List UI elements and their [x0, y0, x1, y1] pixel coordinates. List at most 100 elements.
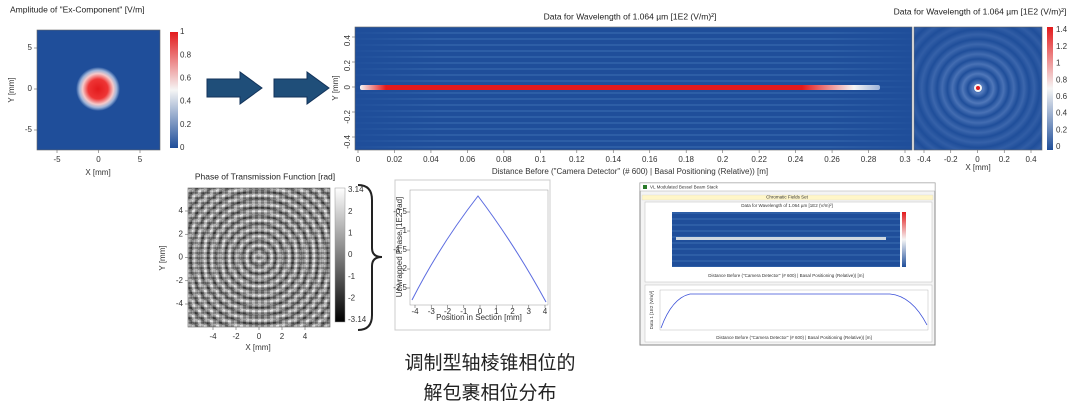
x-tick-label: 0.04: [423, 155, 439, 164]
colorbar-label: 1: [1056, 59, 1061, 68]
x-tick-label: 0.06: [460, 155, 476, 164]
window-tab: Chromatic Fields Set: [766, 195, 809, 200]
plot-border: [913, 26, 1043, 151]
x-tick-label: 0.3: [899, 155, 911, 164]
panel-title: Amplitude of "Ex-Component" [V/m]: [10, 4, 145, 14]
y-tick-label: 4: [179, 206, 184, 215]
window: [639, 182, 936, 346]
window-title: VL Modulated Bessel Beam Stack: [650, 185, 719, 190]
x-tick-label: 0: [96, 155, 101, 164]
y-tick-label: -1: [400, 226, 408, 235]
plot-area: [409, 189, 549, 306]
y-tick-label: 5: [28, 43, 33, 52]
colorbar-label: 1.4: [1056, 25, 1068, 34]
x-tick-label: 0.1: [535, 155, 547, 164]
x-tick-label: 0.22: [751, 155, 767, 164]
x-axis-label: X [mm]: [245, 343, 270, 352]
x-tick-label: -1: [460, 307, 468, 316]
window-plot-title: Data for Wavelength of 1.064 µm [1E2 (V/…: [741, 203, 832, 208]
window-x-label: Distance Before ("Camera Detector" (# 60…: [716, 335, 871, 340]
x-tick-label: 0.18: [678, 155, 694, 164]
colorbar-label: 0: [180, 143, 185, 152]
x-tick-label: -4: [209, 332, 217, 341]
x-tick-label: 0.4: [1025, 155, 1037, 164]
x-tick-label: 1: [494, 307, 499, 316]
y-axis-label: Y [mm]: [158, 245, 167, 270]
x-tick-label: 0: [356, 155, 361, 164]
colorbar-label: -1: [348, 272, 356, 281]
colorbar-label: 2: [348, 207, 353, 216]
x-tick-label: -2: [444, 307, 452, 316]
phase-curve: [411, 195, 547, 303]
x-tick-label: 0.2: [999, 155, 1011, 164]
x-tick-label: 0: [975, 155, 980, 164]
y-tick-label: -0.2: [343, 109, 352, 123]
caption: 解包裹相位分布: [423, 382, 556, 404]
y-tick-label: -0.4: [343, 134, 352, 148]
colorbar-label: 1.2: [1056, 42, 1068, 51]
arrow: [206, 71, 263, 105]
x-tick-label: 0.16: [642, 155, 658, 164]
y-tick-label: -2.5: [393, 283, 407, 292]
plot-border: [354, 26, 913, 151]
x-tick-label: -3: [428, 307, 436, 316]
beam: [360, 85, 880, 90]
panel-title: Data for Wavelength of 1.064 µm [1E2 (V/…: [894, 6, 1067, 16]
y-axis-label: Y [mm]: [331, 75, 340, 100]
colorbar-label: 0.4: [180, 97, 192, 106]
colorbar-label: 0.2: [180, 120, 192, 129]
colorbar-label: 0.8: [1056, 75, 1068, 84]
y-tick-label: -0.5: [393, 207, 407, 216]
colorbar-label: -2: [348, 293, 356, 302]
colorbar-label: 1: [180, 27, 185, 36]
colorbar-label: 0.6: [180, 74, 192, 83]
y-tick-label: -2: [176, 276, 184, 285]
x-tick-label: -4: [411, 307, 419, 316]
caption: 调制型轴棱锥相位的: [404, 352, 575, 374]
x-tick-label: 0.2: [717, 155, 729, 164]
x-tick-label: 0.02: [387, 155, 403, 164]
center: [976, 86, 980, 90]
x-tick-label: 2: [510, 307, 515, 316]
colorbar-label: 0: [1056, 142, 1061, 151]
y-tick-label: 0.4: [343, 34, 352, 46]
x-axis-label: Distance Before ("Camera Detector" (# 60…: [492, 167, 768, 176]
x-axis-label: Position in Section [mm]: [436, 313, 522, 322]
y-axis-label: Y [mm]: [7, 77, 16, 102]
x-tick-label: 5: [138, 155, 143, 164]
beam-spot: [76, 67, 120, 111]
x-tick-label: 0.26: [824, 155, 840, 164]
colorbar: [1047, 27, 1053, 150]
colorbar-label: 3.14: [348, 185, 364, 194]
colorbar: [170, 32, 178, 148]
colorbar-label: 0.8: [180, 50, 192, 59]
colorbar-label: 0.6: [1056, 92, 1068, 101]
brace: [357, 184, 383, 331]
y-tick-label: 0: [28, 84, 33, 93]
y-tick-label: -1.5: [393, 245, 407, 254]
x-axis-label: X [mm]: [85, 168, 110, 177]
y-tick-label: 0: [179, 253, 184, 262]
phase-rings: [188, 188, 330, 327]
x-tick-label: 0.28: [861, 155, 877, 164]
colorbar-label: 0: [348, 250, 353, 259]
y-axis-label: Unwrapped Phase [1E2 rad]: [395, 197, 404, 298]
y-tick-label: -2: [400, 264, 408, 273]
window-x-label: Distance Before ("Camera Detector" (# 60…: [708, 273, 863, 278]
x-tick-label: -0.4: [917, 155, 931, 164]
x-tick-label: 3: [527, 307, 532, 316]
x-tick-label: 0.14: [605, 155, 621, 164]
colorbar-label: 0.2: [1056, 125, 1068, 134]
y-tick-label: 2: [179, 229, 184, 238]
x-tick-label: -0.2: [944, 155, 958, 164]
colorbar-label: 1: [348, 228, 353, 237]
y-tick-label: 0: [343, 84, 352, 89]
x-tick-label: 0: [257, 332, 262, 341]
x-tick-label: 0.12: [569, 155, 585, 164]
x-tick-label: -2: [232, 332, 240, 341]
x-tick-label: 0: [478, 307, 483, 316]
x-tick-label: 2: [280, 332, 285, 341]
colorbar: [334, 187, 346, 323]
x-tick-label: 4: [543, 307, 548, 316]
colorbar-label: -3.14: [348, 315, 367, 324]
